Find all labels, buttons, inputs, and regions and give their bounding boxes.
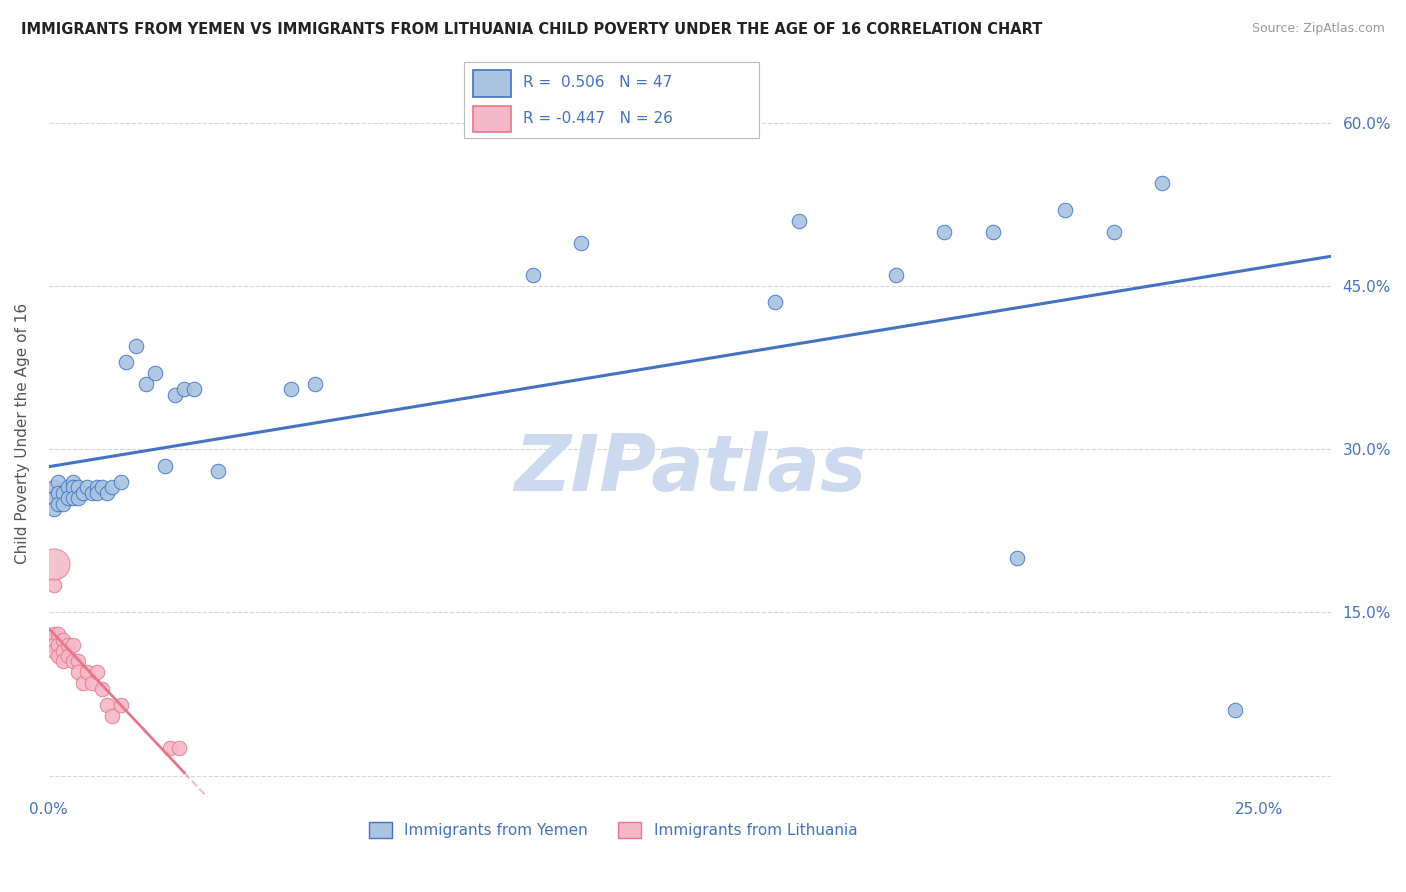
Point xyxy=(522,268,544,283)
Point xyxy=(66,480,89,494)
Point xyxy=(48,497,70,511)
Point xyxy=(304,377,326,392)
Point xyxy=(86,480,108,494)
Point xyxy=(52,497,75,511)
Point xyxy=(72,676,94,690)
Point xyxy=(56,638,79,652)
Point xyxy=(934,225,956,239)
Point xyxy=(787,214,810,228)
Point xyxy=(42,480,65,494)
Point xyxy=(42,627,65,641)
Point xyxy=(52,643,75,657)
Point xyxy=(72,485,94,500)
Point xyxy=(42,638,65,652)
Point xyxy=(763,295,786,310)
Point xyxy=(110,698,132,712)
Point xyxy=(66,665,89,680)
Point xyxy=(56,480,79,494)
Point xyxy=(62,638,84,652)
Point xyxy=(42,502,65,516)
Point xyxy=(42,557,65,571)
Point xyxy=(42,643,65,657)
Point xyxy=(169,741,191,756)
Point xyxy=(96,698,118,712)
Text: R = -0.447   N = 26: R = -0.447 N = 26 xyxy=(523,111,673,126)
Legend: Immigrants from Yemen, Immigrants from Lithuania: Immigrants from Yemen, Immigrants from L… xyxy=(363,816,863,845)
Point xyxy=(163,388,186,402)
Point xyxy=(135,377,157,392)
Point xyxy=(52,632,75,647)
Point xyxy=(82,485,104,500)
Point xyxy=(52,485,75,500)
Point xyxy=(48,627,70,641)
Text: R =  0.506   N = 47: R = 0.506 N = 47 xyxy=(523,76,672,90)
FancyBboxPatch shape xyxy=(472,105,512,132)
Point xyxy=(82,676,104,690)
Point xyxy=(280,383,302,397)
Point xyxy=(62,480,84,494)
Point xyxy=(569,235,592,250)
Point xyxy=(1005,551,1028,566)
Point xyxy=(66,491,89,506)
Point xyxy=(207,464,229,478)
Point xyxy=(62,491,84,506)
Point xyxy=(125,339,148,353)
Y-axis label: Child Poverty Under the Age of 16: Child Poverty Under the Age of 16 xyxy=(15,302,30,564)
Point xyxy=(76,665,98,680)
Point xyxy=(48,485,70,500)
Point xyxy=(981,225,1004,239)
Point xyxy=(884,268,907,283)
Text: Source: ZipAtlas.com: Source: ZipAtlas.com xyxy=(1251,22,1385,36)
Text: ZIPatlas: ZIPatlas xyxy=(515,432,866,508)
Point xyxy=(100,480,122,494)
Point xyxy=(110,475,132,489)
Point xyxy=(1223,703,1246,717)
Point xyxy=(173,383,195,397)
Text: IMMIGRANTS FROM YEMEN VS IMMIGRANTS FROM LITHUANIA CHILD POVERTY UNDER THE AGE O: IMMIGRANTS FROM YEMEN VS IMMIGRANTS FROM… xyxy=(21,22,1042,37)
Point xyxy=(91,681,114,696)
Point xyxy=(48,475,70,489)
Point xyxy=(183,383,205,397)
Point xyxy=(86,485,108,500)
Point xyxy=(56,491,79,506)
Point xyxy=(143,366,166,380)
Point xyxy=(48,648,70,663)
Point xyxy=(66,655,89,669)
Point xyxy=(1150,176,1173,190)
Point xyxy=(100,709,122,723)
Point xyxy=(91,480,114,494)
Point xyxy=(159,741,181,756)
Point xyxy=(48,638,70,652)
Point xyxy=(1054,202,1077,217)
Point xyxy=(42,491,65,506)
Point xyxy=(153,458,176,473)
Point xyxy=(115,355,138,369)
Point xyxy=(62,475,84,489)
Point xyxy=(96,485,118,500)
Point xyxy=(52,655,75,669)
Point xyxy=(42,578,65,592)
Point xyxy=(56,648,79,663)
FancyBboxPatch shape xyxy=(472,70,512,96)
Point xyxy=(1102,225,1125,239)
Point xyxy=(62,655,84,669)
Point xyxy=(86,665,108,680)
Point xyxy=(76,480,98,494)
